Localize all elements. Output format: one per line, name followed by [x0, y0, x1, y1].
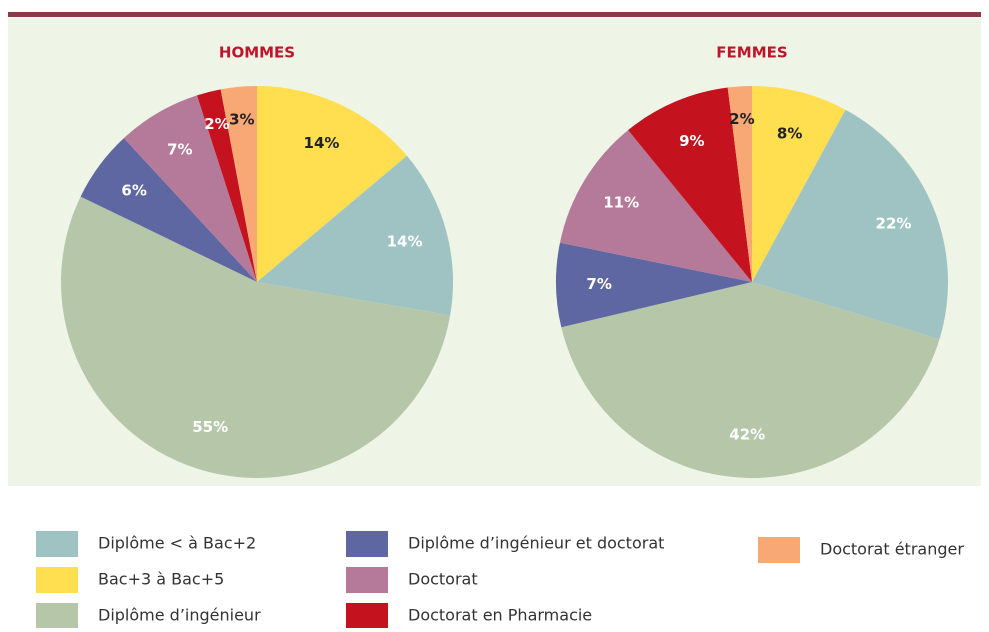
data-label: 9% — [679, 132, 704, 150]
pie-slice — [220, 86, 257, 282]
pie-slice — [197, 89, 257, 282]
legend-swatch — [346, 531, 388, 557]
pie-slice — [561, 282, 940, 478]
data-label: 3% — [229, 111, 254, 129]
data-label: 8% — [777, 124, 802, 142]
data-label: 6% — [121, 181, 146, 199]
chart-title: FEMMES — [716, 44, 787, 62]
pie-slice — [257, 86, 407, 282]
pie-slice — [257, 155, 453, 316]
legend-label: Diplôme d’ingénieur — [98, 606, 261, 625]
pie-slice — [628, 87, 752, 282]
legend-label: Doctorat — [408, 570, 478, 589]
data-label: 14% — [387, 233, 423, 251]
legend-label: Doctorat étranger — [820, 540, 964, 559]
legend-swatch — [36, 531, 78, 557]
data-label: 7% — [586, 275, 611, 293]
data-label: 14% — [304, 134, 340, 152]
legend-label: Diplôme d’ingénieur et doctorat — [408, 534, 664, 553]
legend-swatch — [346, 567, 388, 593]
legend-label: Diplôme < à Bac+2 — [98, 534, 256, 553]
data-label: 22% — [876, 215, 912, 233]
data-label: 42% — [729, 425, 765, 443]
legend-label: Bac+3 à Bac+5 — [98, 570, 224, 589]
pie-slice — [556, 242, 752, 328]
pie-slice — [80, 138, 257, 282]
data-label: 7% — [167, 141, 192, 159]
pie-slice — [123, 95, 257, 283]
pie-slice — [559, 130, 752, 282]
pie-slice — [752, 86, 846, 282]
legend-swatch — [36, 567, 78, 593]
chart-title: HOMMES — [219, 44, 295, 62]
data-label: 2% — [729, 110, 754, 128]
pie-slice — [727, 86, 752, 282]
data-label: 55% — [192, 418, 228, 436]
pie-slice — [60, 196, 451, 478]
legend-label: Doctorat en Pharmacie — [408, 606, 592, 625]
legend-swatch — [346, 603, 388, 629]
data-label: 11% — [603, 193, 639, 211]
top-rule — [8, 12, 981, 17]
data-label: 2% — [204, 115, 229, 133]
pie-slice — [752, 109, 948, 340]
legend-swatch — [36, 603, 78, 629]
legend-swatch — [758, 537, 800, 563]
